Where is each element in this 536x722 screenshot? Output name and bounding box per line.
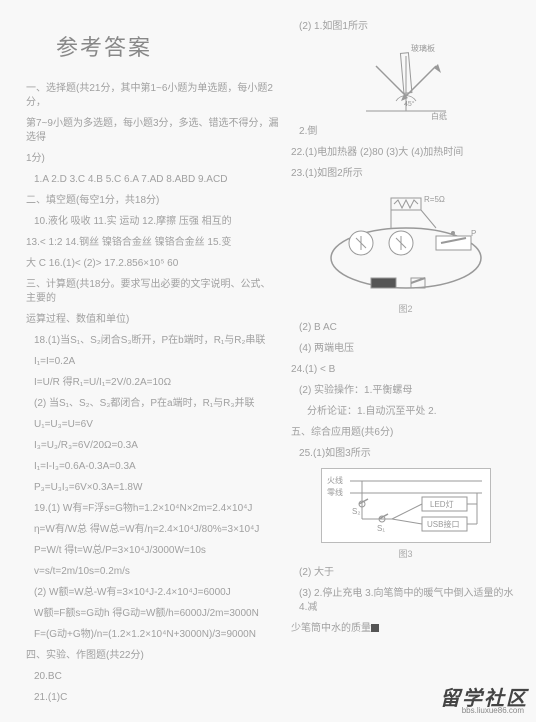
q23-3: (4) 两端电压 [291, 342, 520, 356]
answers1: 1.A 2.D 3.C 4.B 5.C 6.A 7.AD 8.ABD 9.ACD [26, 173, 279, 187]
q18-6: I₃=U₃/R₃=6V/20Ω=0.3A [26, 439, 279, 453]
svg-text:P: P [471, 229, 476, 238]
section3-header2: 运算过程、数值和单位) [26, 313, 279, 327]
q25-4: 少笔筒中水的质量 [291, 622, 520, 636]
q19-5: (2) W额=W总-W有=3×10⁴J-2.4×10⁴J=6000J [26, 586, 279, 600]
q18-2: I₁=I=0.2A [26, 355, 279, 369]
glass-label: 玻璃板 [411, 43, 435, 53]
q19-7: F=(G动+G物)/n=(1.2×1.2×10⁴N+3000N)/3=9000N [26, 628, 279, 642]
paper-label: 白纸 [431, 111, 447, 121]
q19-4: v=s/t=2m/10s=0.2m/s [26, 565, 279, 579]
caption3: 图3 [291, 547, 520, 560]
svg-text:LED灯: LED灯 [430, 499, 454, 509]
wiring-diagram: 火线 零线 S₂ S₁ LED灯 USB接口 [321, 468, 491, 543]
diagram1: 45° 玻璃板 白纸 [346, 41, 466, 121]
svg-text:R=5Ω: R=5Ω [424, 195, 445, 204]
q18-4: (2) 当S₁、S₂、S₃都闭合，P在a端时，R₁与R₃并联 [26, 397, 279, 411]
q13: 13.< 1:2 14.钢丝 镍铬合金丝 镍铬合金丝 15.变 [26, 236, 279, 250]
q25-1: 25.(1)如图3所示 [291, 447, 520, 461]
q19-6: W额=F额s=G动h 得G动=W额/h=6000J/2m=3000N [26, 607, 279, 621]
q10: 10.液化 吸收 11.实 运动 12.摩擦 压强 相互的 [26, 215, 279, 229]
q25-3: (3) 2.停止充电 3.向笔筒中的暖气中倒入适量的水 4.减 [291, 587, 520, 615]
q21-2: (2) 1.如图1所示 [291, 20, 520, 34]
section3-header: 三、计算题(共18分。要求写出必要的文字说明、公式、主要的 [26, 278, 279, 306]
q19-1: 19.(1) W有=F浮s=G物h=1.2×10⁴N×2m=2.4×10⁴J [26, 502, 279, 516]
q20: 20.BC [26, 670, 279, 684]
q25-2: (2) 大于 [291, 566, 520, 580]
section1-header3: 1分) [26, 152, 279, 166]
q18-1: 18.(1)当S₁、S₂闭合S₃断开，P在b端时，R₁与R₂串联 [26, 334, 279, 348]
watermark-sub: bbs.liuxue86.com [462, 706, 524, 715]
section4-header: 四、实验、作图题(共22分) [26, 649, 279, 663]
svg-text:零线: 零线 [327, 487, 343, 497]
q21: 21.(1)C [26, 691, 279, 705]
svg-text:S₂: S₂ [352, 507, 360, 516]
svg-text:火线: 火线 [327, 475, 343, 485]
q18-8: P₃=U₃I₃=6V×0.3A=1.8W [26, 481, 279, 495]
q19-3: P=W/t 得t=W总/P=3×10⁴J/3000W=10s [26, 544, 279, 558]
q16: 大 C 16.(1)< (2)> 17.2.856×10⁵ 60 [26, 257, 279, 271]
page-title: 参考答案 [56, 30, 279, 62]
svg-text:USB接口: USB接口 [427, 519, 459, 529]
q22: 22.(1)电加热器 (2)80 (3)大 (4)加热时间 [291, 146, 520, 160]
caption2: 图2 [291, 302, 520, 315]
section1-header: 一、选择题(共21分，其中第1~6小题为单选题，每小题2分， [26, 82, 279, 110]
redaction-box [371, 624, 379, 632]
section1-header2: 第7~9小题为多选题，每小题3分，多选、错选不得分，漏选得 [26, 117, 279, 145]
section2-header: 二、填空题(每空1分，共18分) [26, 194, 279, 208]
q18-3: I=U/R 得R₁=U/I₁=2V/0.2A=10Ω [26, 376, 279, 390]
section5-header: 五、综合应用题(共6分) [291, 426, 520, 440]
q24-2: (2) 实验操作：1.平衡螺母 [291, 384, 520, 398]
q18-5: U₁=U₃=U=6V [26, 418, 279, 432]
circuit-diagram: R=5Ω P [316, 188, 496, 298]
q24-1: 24.(1) < B [291, 363, 520, 377]
q21-3: 2.倒 [291, 125, 520, 139]
q24-3: 分析论证：1.自动沉至平处 2. [291, 405, 520, 419]
q18-7: I₁=I-I₃=0.6A-0.3A=0.3A [26, 460, 279, 474]
svg-text:S₁: S₁ [377, 524, 385, 533]
q23-2: (2) B AC [291, 321, 520, 335]
q23-1: 23.(1)如图2所示 [291, 167, 520, 181]
angle-label: 45° [404, 100, 415, 108]
q19-2: η=W有/W总 得W总=W有/η=2.4×10⁴J/80%=3×10⁴J [26, 523, 279, 537]
